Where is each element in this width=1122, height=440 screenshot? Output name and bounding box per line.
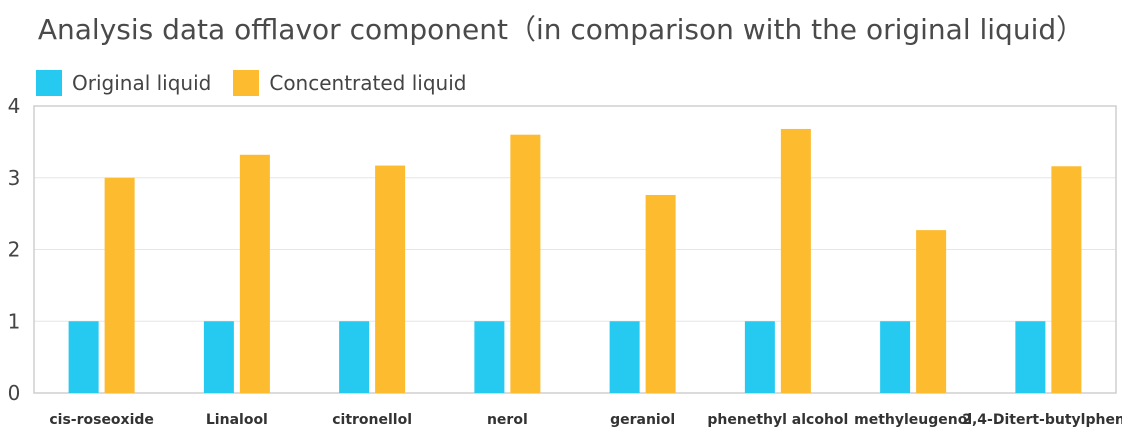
bar-concentrated [645, 194, 676, 393]
y-tick-label: 3 [8, 166, 21, 190]
bar-original [744, 321, 775, 393]
bar-original [203, 321, 234, 393]
bar-original [1015, 321, 1046, 393]
bar-original [474, 321, 505, 393]
bar-concentrated [916, 230, 947, 393]
x-tick-label: nerol [487, 412, 528, 428]
bar-original [880, 321, 911, 393]
bar-concentrated [1051, 166, 1082, 393]
bar-concentrated [375, 165, 406, 393]
y-tick-label: 2 [8, 238, 21, 262]
bar-original [609, 321, 640, 393]
legend-item-original: Original liquid [36, 70, 211, 96]
bar-original [68, 321, 99, 393]
x-tick-label: methyleugenol [854, 412, 972, 428]
bar-concentrated [780, 128, 811, 393]
bar-concentrated [510, 134, 541, 393]
bar-concentrated [239, 154, 270, 393]
x-tick-label: Linalool [206, 412, 268, 428]
x-tick-label: geraniol [610, 412, 675, 428]
x-tick-label: phenethyl alcohol [707, 412, 848, 428]
y-tick-label: 0 [8, 381, 21, 405]
legend-swatch-concentrated [233, 70, 260, 96]
x-tick-label: 2,4-Ditert-butylpheno [962, 412, 1122, 428]
x-tick-label: citronellol [332, 412, 412, 428]
y-tick-label: 4 [8, 94, 21, 118]
legend-label-concentrated: Concentrated liquid [269, 71, 467, 95]
legend-label-original: Original liquid [72, 71, 212, 95]
bar-concentrated [104, 177, 135, 393]
legend: Original liquid Concentrated liquid [36, 70, 488, 96]
chart-title: Analysis data offlavor component（in comp… [37, 13, 1085, 46]
legend-item-concentrated: Concentrated liquid [233, 70, 466, 96]
y-tick-label: 1 [8, 309, 21, 333]
legend-swatch-original [36, 70, 62, 96]
bar-original [339, 321, 370, 393]
plot-border [33, 105, 1117, 394]
x-tick-label: cis-roseoxide [49, 412, 154, 428]
